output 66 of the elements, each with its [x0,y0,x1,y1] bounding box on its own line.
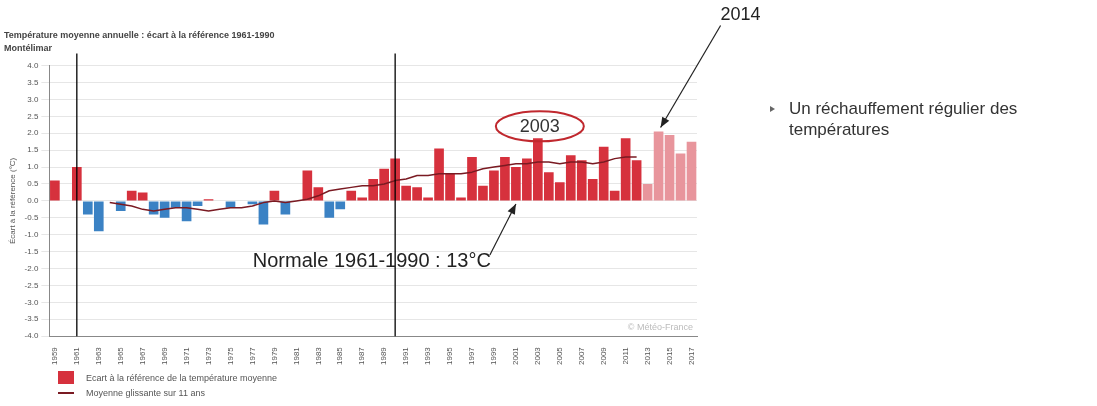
x-tick-label: 1979 [269,346,279,365]
text: Un réchauffement régulier des températures [789,98,1019,140]
x-tick-label: 2003 [533,346,543,365]
x-tick-label: 1959 [50,346,60,365]
bar [664,134,675,201]
bar [642,183,653,201]
bar [247,201,258,205]
x-tick-label: 1961 [72,346,82,365]
x-tick-label: 1999 [489,346,499,365]
y-tick-label: 0.5 [27,179,39,189]
x-tick-label: 2011 [620,346,630,365]
y-tick-label: -1.5 [24,246,39,256]
x-tick-label: 1989 [379,346,389,365]
x-tick-label: 1977 [247,346,257,365]
y-tick-label: 4.0 [27,60,39,70]
bar [675,153,686,201]
x-tick-label: 1965 [115,346,125,365]
annotation: © Météo-France [627,322,693,333]
y-tick-label: 1.0 [27,162,39,172]
bar [50,180,60,201]
y-tick-label: -2.0 [24,263,39,273]
y-tick-label: -1.0 [24,229,39,239]
x-tick-label: 2007 [576,346,586,365]
y-tick-label: -4.0 [24,331,39,341]
bar [258,201,269,225]
x-tick-label: 2005 [555,346,564,365]
x-tick-label: 1995 [445,346,455,365]
x-tick-label: 1983 [313,346,323,365]
chart-title: Température moyenne annuelle : écart à la référence 1961-1990 [4,29,275,40]
y-tick-label: -3.0 [24,297,39,307]
x-tick-label: 2001 [511,346,521,365]
x-tick-label: 1975 [225,346,235,365]
bar [192,201,203,206]
x-tick-label: 2009 [598,346,608,365]
y-tick-label: -2.5 [24,280,39,290]
y-tick-label: 2.0 [27,128,39,138]
bar [653,131,664,201]
chart-subtitle: Montélimar [4,42,53,53]
y-tick-label: -0.5 [24,213,39,223]
bar [686,141,697,201]
x-tick-label: 1971 [181,346,191,365]
x-tick-label: 1973 [203,346,213,365]
x-tick-label: 2015 [664,346,674,365]
x-tick-label: 2013 [642,346,652,365]
x-tick-label: 1981 [291,346,301,365]
x-tick-label: 1997 [467,346,477,365]
y-tick-label: 1.5 [27,145,39,155]
bar [631,160,642,201]
x-tick-label: 1969 [159,346,169,365]
x-tick-label: 2017 [686,346,696,365]
y-tick-label: 0.0 [27,196,39,206]
y-tick-label: 2.5 [27,111,39,121]
annotation: 2014 [720,3,761,24]
y-tick-label: -3.5 [24,314,39,324]
x-tick-label: 1963 [93,346,103,365]
y-axis-title: Écart à la référence (°C) [8,157,17,245]
x-tick-label: 1967 [137,346,147,365]
y-tick-label: 3.0 [27,94,39,104]
legend-label: Ecart à la référence de la température moyenne [86,372,278,383]
x-tick-label: 1993 [423,346,433,365]
legend-label: Moyenne glissante sur 11 ans [86,387,205,398]
x-tick-label: 1991 [401,346,411,365]
x-tick-label: 1987 [357,346,367,365]
annotation: 2003 [519,116,560,137]
y-tick-label: 3.5 [27,77,39,87]
x-tick-label: 1985 [335,346,345,365]
